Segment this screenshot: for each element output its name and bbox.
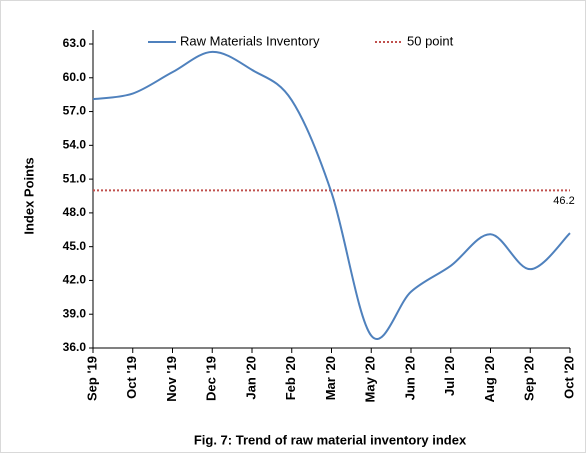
y-tick-label: 60.0 — [63, 70, 87, 84]
x-tick-label: Jul '20 — [442, 356, 457, 396]
x-tick-label: Oct '19 — [124, 356, 139, 399]
x-tick-label: Jan '20 — [243, 356, 258, 400]
y-tick-label: 57.0 — [63, 104, 87, 118]
x-tick-label: Sep '20 — [522, 356, 537, 401]
y-tick-label: 48.0 — [63, 205, 87, 219]
x-tick-label: May '20 — [363, 356, 378, 402]
legend-label: 50 point — [407, 33, 454, 48]
caption: Fig. 7: Trend of raw material inventory … — [194, 432, 467, 447]
x-tick-label: Oct '20 — [561, 356, 576, 399]
x-tick-label: Dec '19 — [204, 356, 219, 401]
series-line — [92, 50, 571, 340]
y-tick-label: 51.0 — [63, 171, 87, 185]
x-tick-label: Aug '20 — [482, 356, 497, 402]
y-tick-label: 45.0 — [63, 239, 87, 253]
legend-label: Raw Materials Inventory — [180, 33, 320, 48]
x-tick-label: Jun '20 — [402, 356, 417, 400]
data-label: 46.2 — [553, 195, 574, 207]
y-axis-label: Index Points — [21, 157, 36, 234]
y-tick-label: 36.0 — [63, 340, 87, 354]
y-tick-label: 39.0 — [63, 306, 87, 320]
x-tick-label: Sep '19 — [84, 356, 99, 401]
x-tick-label: Mar '20 — [323, 356, 338, 400]
y-tick-label: 63.0 — [63, 36, 87, 50]
x-tick-label: Nov '19 — [164, 356, 179, 402]
y-tick-label: 42.0 — [63, 273, 87, 287]
y-tick-label: 54.0 — [63, 138, 87, 152]
x-tick-label: Feb '20 — [283, 356, 298, 400]
